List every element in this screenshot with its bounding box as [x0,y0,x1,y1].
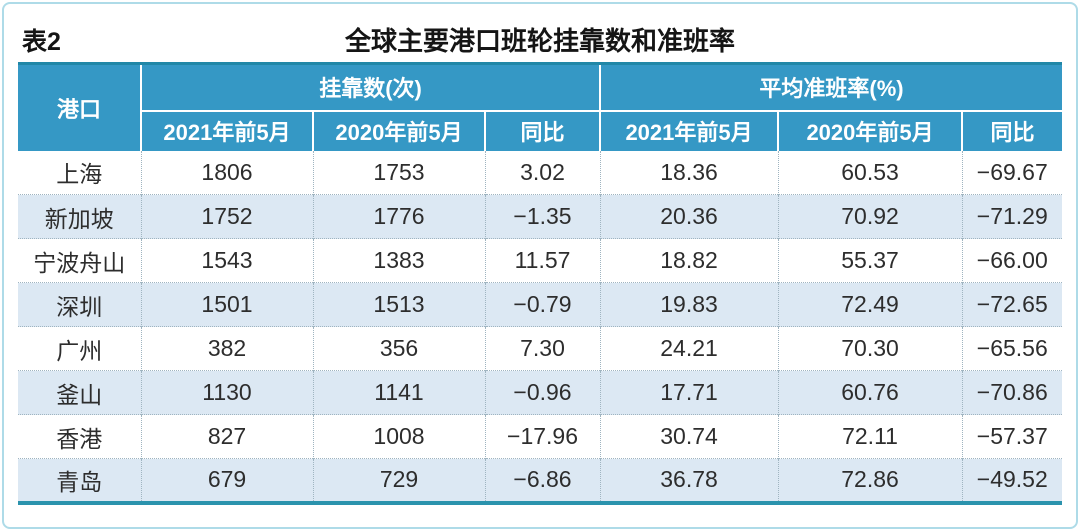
value-cell: 72.86 [777,458,963,505]
table-row: 釜山 1130 1141 −0.96 17.71 60.76 −70.86 [18,370,1063,415]
value-cell: 679 [140,458,313,505]
page-title: 全球主要港口班轮挂靠数和准班率 [344,26,735,56]
value-cell: 1008 [312,414,485,459]
port-name-cell: 新加坡 [18,194,141,239]
table-row: 深圳 1501 1513 −0.79 19.83 72.49 −72.65 [18,282,1063,327]
value-cell: 72.49 [777,282,963,327]
value-cell: 30.74 [599,414,779,459]
value-cell: 1383 [312,238,485,283]
value-cell: 382 [140,326,313,371]
port-name-cell: 宁波舟山 [18,238,141,283]
port-name-cell: 广州 [18,326,141,371]
value-cell: −17.96 [484,414,601,459]
value-cell: 20.36 [599,194,779,239]
value-cell: 827 [140,414,313,459]
value-cell: 18.82 [599,238,779,283]
value-cell: 72.11 [777,414,963,459]
table-caption: 表2 全球主要港口班轮挂靠数和准班率 [0,16,1080,58]
table-row: 青岛 679 729 −6.86 36.78 72.86 −49.52 [18,458,1063,505]
port-name-cell: 深圳 [18,282,141,327]
value-cell: 70.30 [777,326,963,371]
value-cell: −66.00 [961,238,1063,283]
subheader-reliability-yoy: 同比 [961,109,1063,151]
table-header: 港口 挂靠数(次) 平均准班率(%) 2021年前5月 2020年前5月 同比 … [18,62,1063,151]
value-cell: 60.76 [777,370,963,415]
value-cell: 24.21 [599,326,779,371]
table-body: 上海 1806 1753 3.02 18.36 60.53 −69.67 新加坡 1752 177… [18,150,1063,505]
table-row: 宁波舟山 1543 1383 11.57 18.82 55.37 −66.00 [18,238,1063,283]
value-cell: −1.35 [484,194,601,239]
value-cell: −0.96 [484,370,601,415]
port-name-cell: 青岛 [18,458,141,505]
subheader-calls-2021: 2021年前5月 [140,109,313,151]
value-cell: −57.37 [961,414,1063,459]
table-row: 上海 1806 1753 3.02 18.36 60.53 −69.67 [18,150,1063,195]
value-cell: 19.83 [599,282,779,327]
value-cell: 1543 [140,238,313,283]
value-cell: −72.65 [961,282,1063,327]
value-cell: 70.92 [777,194,963,239]
value-cell: 1501 [140,282,313,327]
value-cell: 1753 [312,150,485,195]
column-header-port: 港口 [18,62,141,151]
table-number: 表2 [22,28,61,56]
value-cell: 1806 [140,150,313,195]
value-cell: 18.36 [599,150,779,195]
value-cell: −69.67 [961,150,1063,195]
port-name-cell: 上海 [18,150,141,195]
value-cell: −6.86 [484,458,601,505]
subheader-reliability-2021: 2021年前5月 [599,109,779,151]
table-row: 香港 827 1008 −17.96 30.74 72.11 −57.37 [18,414,1063,459]
value-cell: 1130 [140,370,313,415]
value-cell: 1513 [312,282,485,327]
table-row: 广州 382 356 7.30 24.21 70.30 −65.56 [18,326,1063,371]
value-cell: 17.71 [599,370,779,415]
value-cell: 55.37 [777,238,963,283]
value-cell: 356 [312,326,485,371]
port-name-cell: 香港 [18,414,141,459]
value-cell: 1141 [312,370,485,415]
value-cell: 729 [312,458,485,505]
value-cell: 36.78 [599,458,779,505]
value-cell: 60.53 [777,150,963,195]
value-cell: −0.79 [484,282,601,327]
value-cell: 1752 [140,194,313,239]
subheader-calls-yoy: 同比 [483,109,601,151]
value-cell: −65.56 [961,326,1063,371]
value-cell: 7.30 [484,326,601,371]
subheader-calls-2020: 2020年前5月 [312,109,485,151]
value-cell: 3.02 [484,150,601,195]
value-cell: 1776 [312,194,485,239]
table-row: 新加坡 1752 1776 −1.35 20.36 70.92 −71.29 [18,194,1063,239]
port-name-cell: 釜山 [18,370,141,415]
subheader-reliability-2020: 2020年前5月 [777,109,963,151]
ports-data-table: 港口 挂靠数(次) 平均准班率(%) 2021年前5月 2020年前5月 同比 … [18,62,1063,505]
value-cell: −70.86 [961,370,1063,415]
value-cell: −49.52 [961,458,1063,505]
value-cell: 11.57 [484,238,601,283]
group-header-avg-reliability: 平均准班率(%) [599,62,1063,111]
group-header-call-count: 挂靠数(次) [139,62,601,111]
value-cell: −71.29 [961,194,1063,239]
